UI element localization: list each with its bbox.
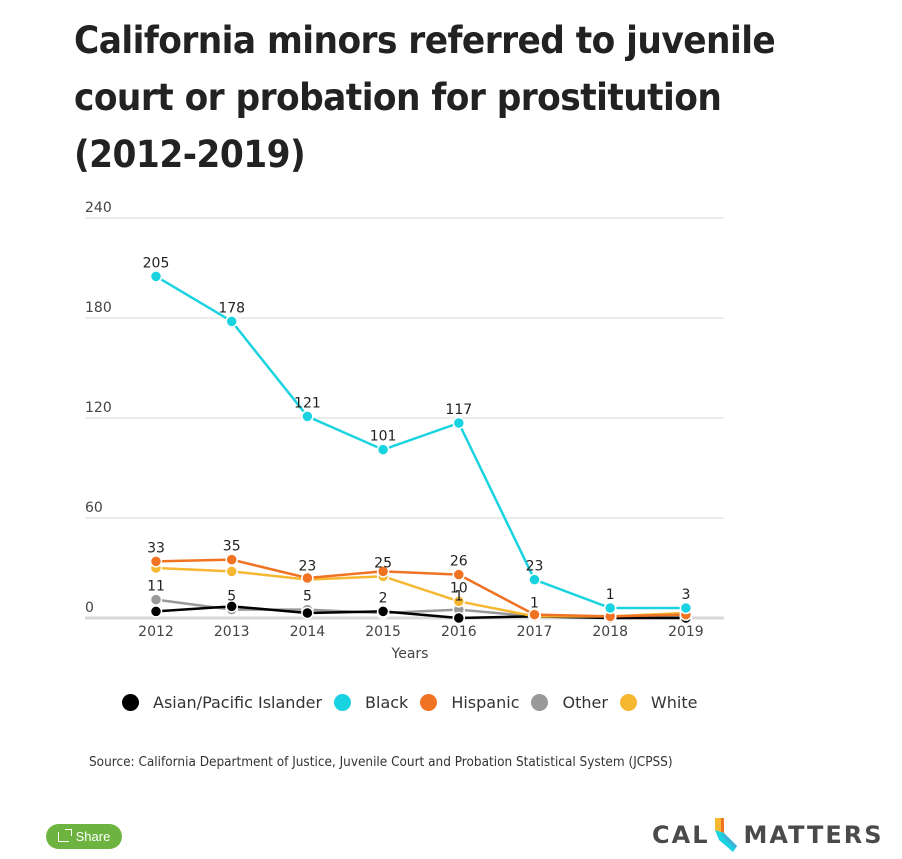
data-label-black: 3 bbox=[681, 587, 690, 603]
data-point-hispanic[interactable] bbox=[149, 555, 163, 568]
legend-item-black[interactable]: Black bbox=[334, 693, 408, 712]
legend-swatch bbox=[420, 694, 438, 711]
data-label-hispanic: 35 bbox=[223, 539, 241, 555]
data-point-hispanic[interactable] bbox=[452, 568, 466, 581]
data-point-black[interactable] bbox=[452, 416, 466, 430]
calmatters-logo[interactable]: CAL MATTERS bbox=[652, 818, 884, 852]
share-label: Share bbox=[75, 829, 111, 844]
data-point-white[interactable] bbox=[225, 565, 238, 578]
data-point-hispanic[interactable] bbox=[225, 553, 238, 566]
data-point-black[interactable] bbox=[301, 410, 314, 423]
data-point-asian-pacific-islander[interactable] bbox=[149, 605, 163, 618]
series-points bbox=[149, 270, 693, 625]
legend-swatch bbox=[122, 694, 139, 711]
data-point-black[interactable] bbox=[603, 601, 617, 615]
data-label-white: 25 bbox=[374, 555, 392, 571]
data-label-white: 1 bbox=[530, 595, 539, 611]
data-label-white: 23 bbox=[298, 559, 316, 575]
share-button[interactable]: Share bbox=[46, 824, 122, 849]
data-point-other[interactable] bbox=[149, 593, 163, 606]
x-axis-ticks: 2012 2013 2014 2015 2016 2017 2018 2019 bbox=[138, 624, 704, 640]
data-point-white[interactable] bbox=[452, 595, 466, 608]
source-note: Source: California Department of Justice… bbox=[89, 755, 673, 770]
x-axis-label: Years bbox=[391, 646, 429, 662]
data-label-other: 5 bbox=[227, 589, 236, 605]
data-label-other: 5 bbox=[303, 589, 312, 605]
data-label-hispanic: 26 bbox=[450, 554, 468, 570]
share-icon bbox=[57, 828, 72, 842]
x-tick-label: 2013 bbox=[214, 624, 250, 640]
y-tick-label: 180 bbox=[85, 300, 112, 316]
series-line-hispanic bbox=[155, 558, 686, 618]
y-tick-label: 60 bbox=[85, 500, 103, 516]
y-axis-ticks: 0 60 120 180 240 bbox=[85, 200, 112, 616]
legend-label: Asian/Pacific Islander bbox=[153, 693, 323, 712]
legend-swatch bbox=[619, 694, 637, 711]
data-point-black[interactable] bbox=[528, 573, 541, 586]
data-point-black[interactable] bbox=[679, 601, 693, 615]
series-lines bbox=[155, 275, 686, 620]
legend-swatch bbox=[531, 694, 549, 711]
data-label-white: 10 bbox=[450, 580, 468, 596]
data-label-other: 1 bbox=[454, 589, 463, 605]
data-label-black: 121 bbox=[294, 395, 321, 411]
x-tick-label: 2018 bbox=[592, 624, 628, 640]
y-tick-label: 0 bbox=[85, 600, 94, 616]
legend-item-other[interactable]: Other bbox=[531, 693, 608, 712]
x-tick-label: 2019 bbox=[668, 624, 704, 640]
data-label-other: 11 bbox=[147, 579, 165, 595]
data-label-hispanic: 33 bbox=[147, 540, 165, 556]
chart-title: California minors referred to juvenile c… bbox=[74, 19, 776, 176]
y-tick-label: 120 bbox=[85, 400, 112, 416]
logo-text-right: MATTERS bbox=[743, 821, 884, 849]
x-tick-label: 2012 bbox=[138, 624, 174, 640]
data-point-black[interactable] bbox=[376, 443, 390, 456]
x-tick-label: 2015 bbox=[365, 624, 401, 640]
x-tick-label: 2017 bbox=[517, 624, 553, 640]
data-point-asian-pacific-islander[interactable] bbox=[376, 605, 390, 618]
data-label-black: 23 bbox=[526, 559, 544, 575]
series-line-black bbox=[155, 275, 686, 610]
legend: Asian/Pacific Islander Black Hispanic Ot… bbox=[122, 693, 709, 712]
data-label-black: 205 bbox=[143, 255, 170, 271]
data-point-hispanic[interactable] bbox=[376, 565, 390, 578]
y-tick-label: 240 bbox=[85, 200, 112, 216]
data-point-black[interactable] bbox=[149, 270, 163, 283]
data-point-asian-pacific-islander[interactable] bbox=[225, 600, 238, 613]
legend-item-hispanic[interactable]: Hispanic bbox=[420, 693, 519, 712]
data-point-hispanic[interactable] bbox=[301, 571, 314, 585]
x-tick-label: 2014 bbox=[290, 624, 326, 640]
legend-label: Other bbox=[562, 693, 608, 712]
data-label-black: 101 bbox=[370, 429, 397, 445]
data-point-asian-pacific-islander[interactable] bbox=[452, 611, 466, 625]
data-point-black[interactable] bbox=[225, 315, 238, 328]
legend-label: White bbox=[650, 693, 698, 712]
data-label-black: 1 bbox=[606, 587, 615, 603]
data-label-black: 178 bbox=[218, 300, 245, 316]
data-label-asian-pacific-islander: 2 bbox=[379, 590, 388, 606]
gridlines bbox=[85, 217, 724, 620]
legend-label: Hispanic bbox=[451, 693, 520, 712]
series-line-asian-pacific-islander bbox=[155, 605, 686, 620]
california-state-icon bbox=[715, 818, 738, 852]
data-point-hispanic[interactable] bbox=[528, 608, 541, 621]
logo-text-left: CAL bbox=[652, 821, 710, 849]
data-label-black: 117 bbox=[445, 402, 472, 418]
data-point-asian-pacific-islander[interactable] bbox=[301, 606, 314, 620]
legend-swatch bbox=[334, 694, 352, 711]
legend-item-white[interactable]: White bbox=[619, 693, 698, 712]
legend-label: Black bbox=[365, 693, 409, 712]
x-tick-label: 2016 bbox=[441, 624, 477, 640]
legend-item-asian-pacific-islander[interactable]: Asian/Pacific Islander bbox=[122, 693, 322, 712]
